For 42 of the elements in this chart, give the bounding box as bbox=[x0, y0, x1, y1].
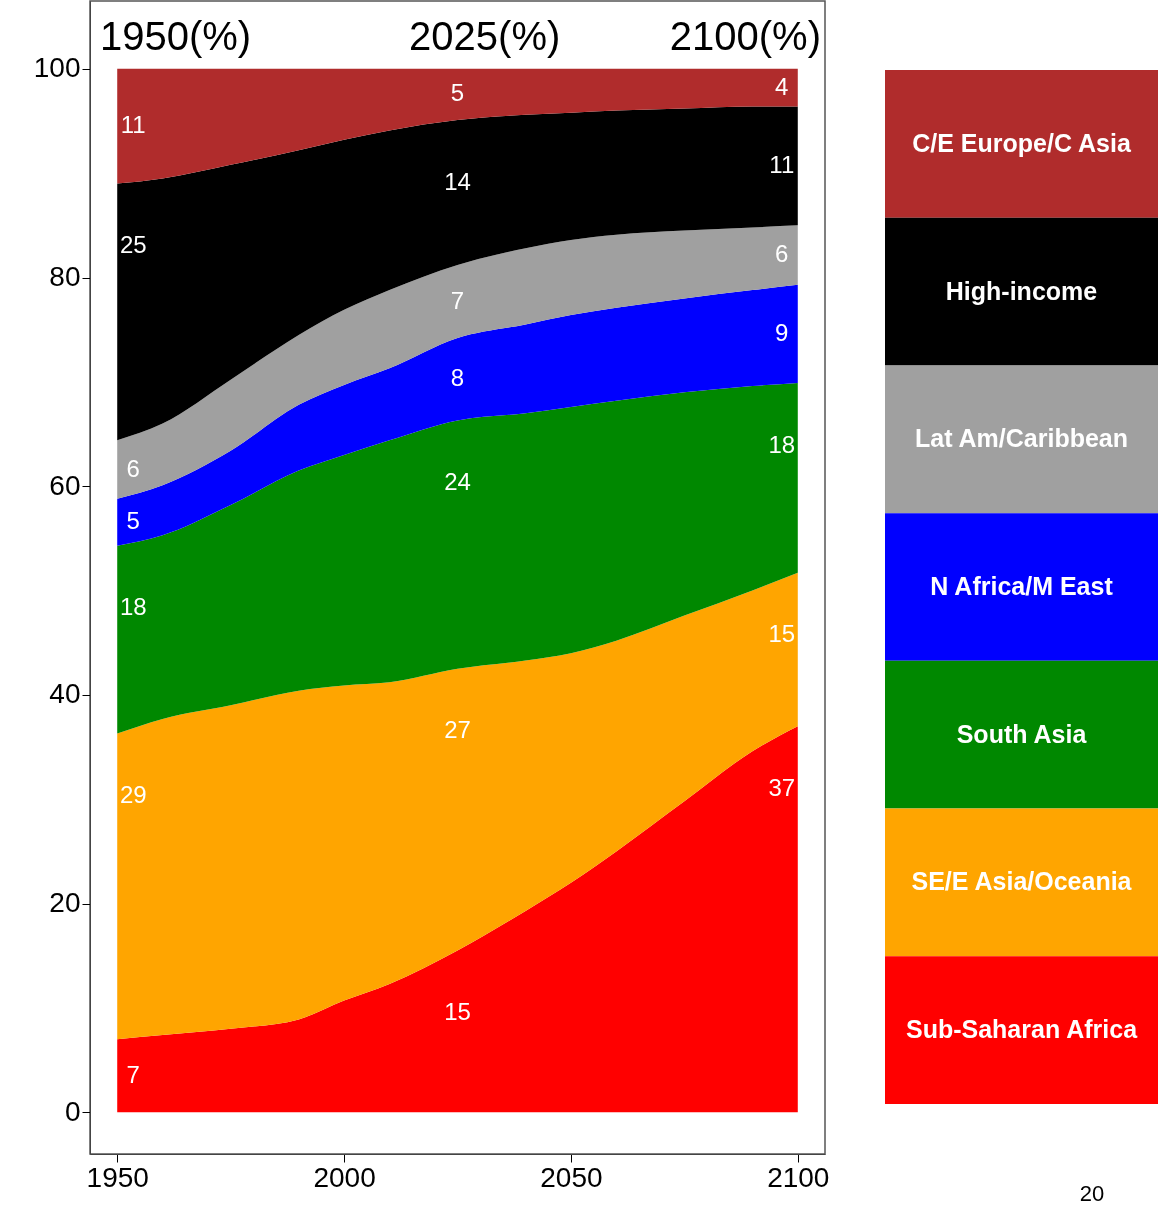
data-label: 18 bbox=[119, 593, 147, 621]
text: C/E Europe/C Asia bbox=[912, 128, 1132, 157]
data-label: 14 bbox=[444, 167, 471, 195]
text: Lat Am/Caribbean bbox=[914, 424, 1129, 453]
data-label: 8 bbox=[450, 364, 465, 392]
text: High-income bbox=[945, 276, 1098, 305]
y-tick-label: 40 bbox=[49, 678, 81, 710]
y-tick-label: 20 bbox=[49, 887, 81, 919]
data-label: 37 bbox=[768, 773, 796, 801]
data-label: 5 bbox=[126, 507, 140, 535]
data-label: 29 bbox=[119, 781, 147, 809]
data-label: 15 bbox=[768, 620, 796, 648]
annotation: 2025(%) bbox=[409, 14, 561, 58]
data-label: 7 bbox=[126, 1060, 140, 1088]
text: South Asia bbox=[956, 719, 1088, 748]
text: 20 bbox=[1079, 1181, 1105, 1206]
text: SE/E Asia/Oceania bbox=[911, 867, 1133, 896]
annotation: 2100(%) bbox=[669, 14, 821, 58]
data-label: 6 bbox=[126, 454, 140, 482]
text: Sub-Saharan Africa bbox=[905, 1015, 1139, 1044]
data-label: 4 bbox=[775, 72, 789, 100]
data-label: 27 bbox=[444, 716, 471, 744]
x-tick-label: 2000 bbox=[313, 1161, 376, 1193]
data-label: 5 bbox=[450, 79, 465, 107]
data-label: 7 bbox=[450, 286, 465, 314]
text: N Africa/M East bbox=[930, 572, 1114, 600]
y-tick-label: 0 bbox=[64, 1095, 81, 1127]
x-tick-label: 2100 bbox=[767, 1161, 830, 1193]
annotation: 1950(%) bbox=[100, 14, 252, 58]
data-label: 25 bbox=[119, 231, 147, 259]
data-label: 9 bbox=[775, 318, 789, 346]
x-tick-label: 2050 bbox=[540, 1161, 603, 1193]
y-tick-label: 100 bbox=[33, 52, 81, 84]
data-label: 11 bbox=[120, 111, 146, 139]
data-label: 15 bbox=[444, 998, 471, 1026]
y-tick-label: 80 bbox=[49, 261, 81, 293]
data-label: 24 bbox=[444, 468, 471, 496]
data-label: 6 bbox=[775, 240, 789, 268]
y-tick-label: 60 bbox=[49, 469, 81, 501]
x-tick-label: 1950 bbox=[86, 1161, 149, 1193]
data-label: 18 bbox=[768, 430, 796, 458]
data-label: 11 bbox=[769, 150, 795, 178]
